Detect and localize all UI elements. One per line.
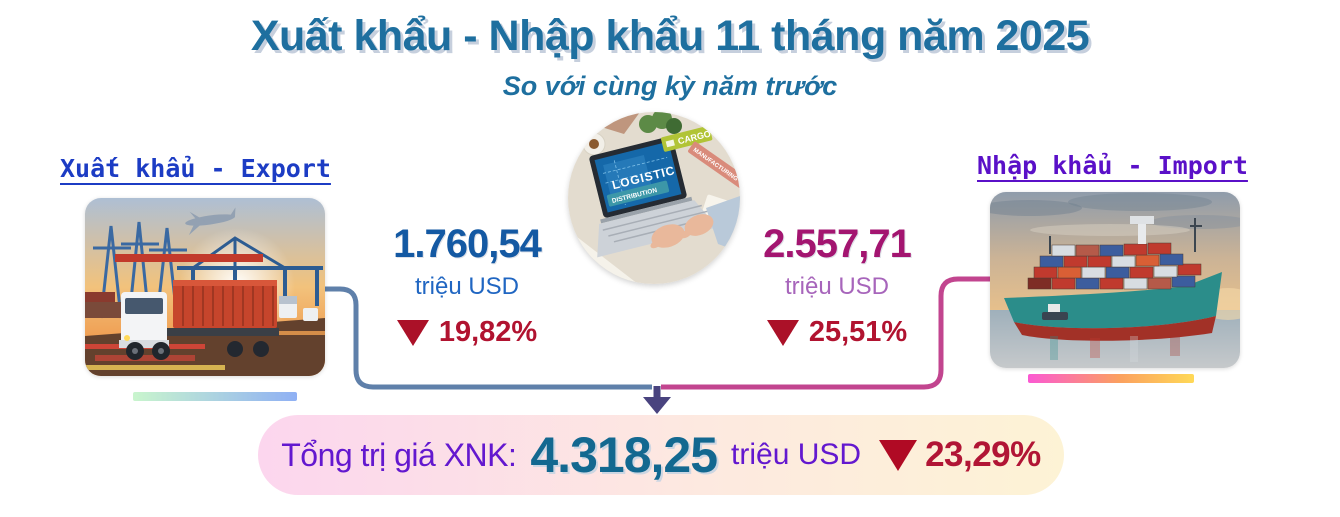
total-label: Tổng trị giá XNK: <box>281 436 517 473</box>
total-change: 23,29% <box>925 435 1041 474</box>
page-subtitle: So với cùng kỳ năm trước <box>502 71 838 101</box>
import-value: 2.557,71 <box>763 222 912 266</box>
down-triangle-icon <box>396 319 429 346</box>
port-cranes <box>93 221 187 321</box>
plant <box>639 112 682 134</box>
export-unit: triệu USD <box>414 273 520 300</box>
total-value: 4.318,25 <box>530 427 718 483</box>
small-trucks <box>279 296 318 321</box>
import-stat-block: 2.557,71 triệu USD 25,51% <box>737 222 937 349</box>
import-accent-bar <box>1028 374 1194 383</box>
ship-bridge <box>1049 216 1202 254</box>
total-unit: triệu USD <box>731 438 862 471</box>
down-triangle-icon <box>766 319 799 346</box>
export-change: 19,82% <box>438 316 538 348</box>
import-change: 25,51% <box>808 316 908 348</box>
export-stat-block: 1.760,54 triệu USD 19,82% <box>367 222 567 349</box>
import-unit: triệu USD <box>784 273 890 300</box>
red-container <box>173 280 277 328</box>
logistics-laptop-illustration: LOGISTIC DISTRIBUTION CARGO MANUFACTURIN… <box>568 112 740 284</box>
truck-cab <box>119 292 169 348</box>
center-photo: LOGISTIC DISTRIBUTION CARGO MANUFACTURIN… <box>568 112 740 284</box>
water-reflections <box>1050 334 1180 362</box>
down-triangle-icon <box>879 439 918 471</box>
export-photo <box>85 198 325 376</box>
merge-arrow-icon <box>643 397 671 414</box>
cargo-tag: CARGO <box>661 125 713 152</box>
total-summary-pill: Tổng trị giá XNK: 4.318,25 triệu USD 23,… <box>258 415 1064 495</box>
import-photo <box>990 192 1240 368</box>
export-value: 1.760,54 <box>393 222 542 266</box>
port-truck-illustration <box>85 198 325 376</box>
import-heading: Nhập khẩu - Import <box>977 151 1248 180</box>
tugboat <box>1042 304 1068 320</box>
hands <box>650 196 740 252</box>
page-title: Xuất khẩu - Nhập khẩu 11 tháng năm 2025 <box>250 12 1090 60</box>
export-accent-bar <box>133 392 297 401</box>
export-heading: Xuất khẩu - Export <box>60 154 331 183</box>
container-ship-illustration <box>990 192 1240 368</box>
laptop: LOGISTIC DISTRIBUTION <box>589 136 718 258</box>
container-stacks <box>1027 242 1202 290</box>
airplane-icon <box>185 207 236 236</box>
